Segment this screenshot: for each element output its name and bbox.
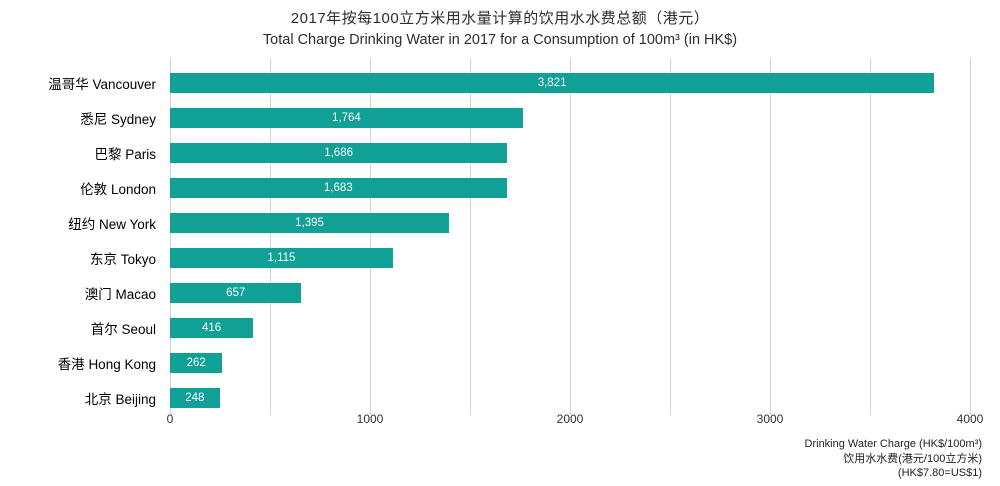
x-axis-tick-label: 1000 <box>356 412 384 426</box>
bar-row: 澳门 Macao 657 <box>0 275 970 310</box>
bar-row: 北京 Beijing 248 <box>0 380 970 415</box>
bar-value-label: 248 <box>185 391 205 404</box>
bar: 3,821 <box>170 72 935 93</box>
category-label: 伦敦 London <box>80 181 156 197</box>
bar-track: 1,686 <box>170 142 970 163</box>
gridline <box>670 58 671 415</box>
gridline <box>470 58 471 415</box>
chart-title-english: Total Charge Drinking Water in 2017 for … <box>262 32 738 48</box>
bar: 416 <box>170 317 254 338</box>
bar-value-label: 1,686 <box>324 146 353 159</box>
category-label: 北京 Beijing <box>84 391 156 407</box>
gridline <box>970 58 971 415</box>
bar: 657 <box>170 282 302 303</box>
gridline <box>870 58 871 415</box>
bar-value-label: 416 <box>202 321 222 334</box>
bar-value-label: 1,683 <box>323 181 353 194</box>
category-label: 首尔 Seoul <box>90 321 156 337</box>
bar-row: 首尔 Seoul 416 <box>0 310 970 345</box>
bar-value-label: 3,821 <box>537 76 567 89</box>
bar-value-label: 1,395 <box>295 216 324 229</box>
category-label: 温哥华 Vancouver <box>48 76 156 92</box>
gridline <box>270 58 271 415</box>
bar-value-label: 1,115 <box>267 251 296 264</box>
x-axis-label-english: Drinking Water Charge (HK$/100m³) <box>804 438 982 450</box>
bar-track: 1,115 <box>170 247 970 268</box>
x-axis-tick-label: 4000 <box>956 412 984 426</box>
plot-area <box>170 58 971 415</box>
bar-track: 1,683 <box>170 177 970 198</box>
gridline <box>370 58 371 415</box>
bar: 1,683 <box>170 177 507 198</box>
bar-row: 纽约 New York 1,395 <box>0 205 970 240</box>
bar-row: 悉尼 Sydney 1,764 <box>0 100 970 135</box>
bar-value-label: 262 <box>186 356 206 369</box>
bar-track: 416 <box>170 317 970 338</box>
bar-track: 1,395 <box>170 212 970 233</box>
category-label: 东京 Tokyo <box>89 251 156 267</box>
category-label: 悉尼 Sydney <box>80 111 156 127</box>
bar: 1,686 <box>170 142 508 163</box>
category-label: 香港 Hong Kong <box>57 356 156 372</box>
bar-row: 伦敦 London 1,683 <box>0 170 970 205</box>
bar: 262 <box>170 352 223 373</box>
category-label: 纽约 New York <box>68 216 156 232</box>
gridline <box>770 58 771 415</box>
x-axis-tick-label: 3000 <box>756 412 784 426</box>
x-axis-tick-label: 2000 <box>556 412 584 426</box>
bar-track: 3,821 <box>170 72 970 93</box>
bar-row: 温哥华 Vancouver 3,821 <box>0 65 970 100</box>
bar-track: 1,764 <box>170 107 970 128</box>
bar-value-label: 657 <box>226 286 246 299</box>
x-axis-label: Drinking Water Charge (HK$/100m³) 饮用水水费(… <box>805 437 982 481</box>
bar: 1,395 <box>170 212 449 233</box>
category-label: 澳门 Macao <box>84 286 156 302</box>
x-axis-tick-label: 0 <box>166 412 174 426</box>
bar: 1,115 <box>170 247 393 268</box>
bar: 1,764 <box>170 107 523 128</box>
gridline <box>170 58 171 415</box>
bar-row: 东京 Tokyo 1,115 <box>0 240 970 275</box>
x-axis-label-exchange-rate: (HK$7.80=US$1) <box>897 467 982 479</box>
bar-value-label: 1,764 <box>332 111 361 124</box>
bar-track: 657 <box>170 282 970 303</box>
chart-title: 2017年按每100立方米用水量计算的饮用水水费总额（港元） Total Cha… <box>0 8 1000 51</box>
chart-title-chinese: 2017年按每100立方米用水量计算的饮用水水费总额（港元） <box>290 10 710 27</box>
bar-row: 巴黎 Paris 1,686 <box>0 135 970 170</box>
category-label: 巴黎 Paris <box>94 146 156 162</box>
bar-track: 262 <box>170 352 970 373</box>
x-axis-label-chinese: 饮用水水费(港元/100立方米) <box>843 452 982 465</box>
bar: 248 <box>170 387 220 408</box>
bar-rows: 温哥华 Vancouver 3,821 悉尼 Sydney 1,764 巴黎 Paris… <box>0 65 970 415</box>
bar-track: 248 <box>170 387 970 408</box>
gridline <box>570 58 571 415</box>
bar-row: 香港 Hong Kong 262 <box>0 345 970 380</box>
